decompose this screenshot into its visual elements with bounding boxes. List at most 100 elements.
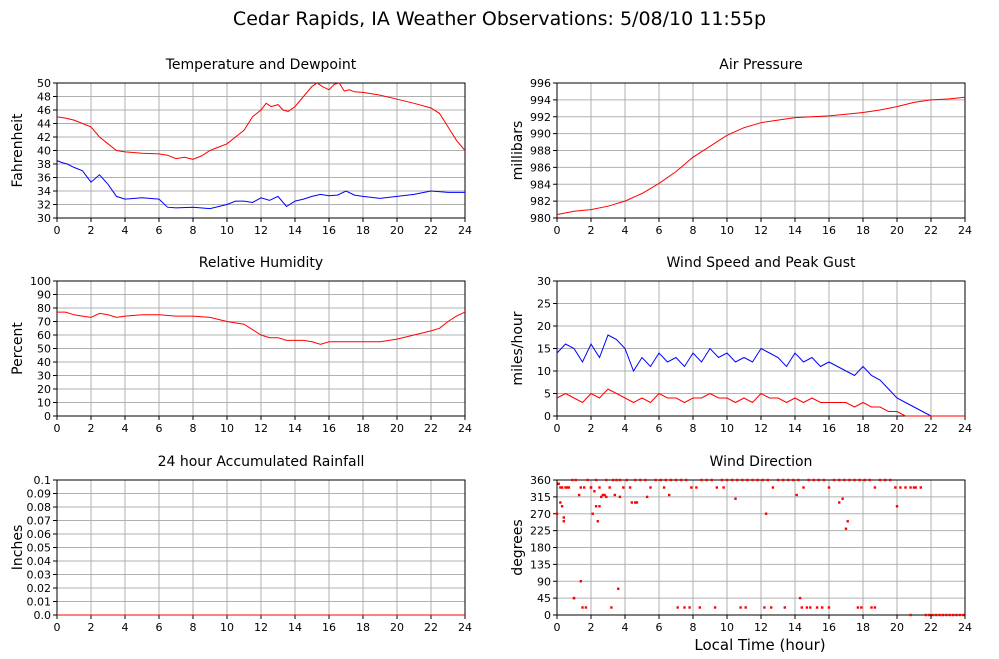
x-tick-label: 2 bbox=[588, 621, 595, 634]
y-tick-label: 30 bbox=[37, 370, 51, 383]
data-point bbox=[914, 486, 917, 489]
data-point bbox=[751, 478, 754, 482]
data-point bbox=[817, 478, 820, 482]
chart-title: Temperature and Dewpoint bbox=[165, 57, 357, 73]
y-axis-label: Inches bbox=[10, 525, 26, 570]
data-point bbox=[662, 486, 666, 489]
x-tick-label: 24 bbox=[458, 422, 472, 435]
y-axis-label: degrees bbox=[510, 519, 526, 575]
data-point bbox=[584, 606, 588, 609]
x-tick-label: 10 bbox=[720, 621, 734, 634]
data-point bbox=[618, 478, 622, 482]
y-tick-label: 50 bbox=[37, 343, 51, 356]
data-point bbox=[598, 505, 601, 508]
y-tick-label: 90 bbox=[37, 289, 51, 302]
y-tick-label: 180 bbox=[530, 542, 551, 555]
data-point bbox=[948, 613, 951, 617]
data-point bbox=[690, 486, 693, 489]
y-tick-label: 40 bbox=[37, 145, 51, 158]
data-point bbox=[562, 516, 565, 519]
data-point bbox=[608, 486, 611, 489]
data-point bbox=[567, 486, 571, 489]
data-point bbox=[860, 606, 863, 609]
x-tick-label: 14 bbox=[288, 621, 302, 634]
chart-title: Wind Direction bbox=[710, 454, 813, 470]
data-point bbox=[843, 478, 846, 482]
data-point bbox=[715, 486, 718, 489]
data-point bbox=[739, 606, 742, 609]
y-tick-label: 80 bbox=[37, 302, 51, 315]
y-tick-label: 36 bbox=[37, 172, 51, 185]
x-tick-label: 0 bbox=[554, 422, 561, 435]
data-point bbox=[807, 478, 810, 482]
data-point bbox=[645, 495, 649, 499]
data-point bbox=[941, 613, 945, 617]
x-tick-label: 22 bbox=[924, 422, 938, 435]
series-line bbox=[57, 311, 466, 345]
y-tick-label: 315 bbox=[530, 491, 551, 504]
x-tick-label: 10 bbox=[720, 224, 734, 237]
data-point bbox=[725, 478, 729, 482]
data-point bbox=[560, 505, 564, 508]
data-point bbox=[654, 478, 657, 482]
y-tick-label: 996 bbox=[530, 77, 551, 90]
x-tick-label: 2 bbox=[588, 224, 595, 237]
y-tick-label: 38 bbox=[37, 158, 51, 171]
y-tick-label: 0.09 bbox=[27, 488, 52, 501]
data-point bbox=[639, 478, 642, 482]
x-tick-label: 8 bbox=[190, 422, 197, 435]
y-tick-label: 20 bbox=[37, 383, 51, 396]
data-point bbox=[792, 478, 795, 482]
data-point bbox=[603, 493, 606, 497]
data-point bbox=[827, 486, 831, 489]
data-point bbox=[756, 478, 759, 482]
data-point bbox=[579, 580, 582, 583]
x-tick-label: 16 bbox=[822, 224, 836, 237]
data-point bbox=[894, 486, 897, 489]
y-tick-label: 48 bbox=[37, 91, 51, 104]
chart-title: Air Pressure bbox=[719, 57, 802, 73]
data-point bbox=[924, 613, 928, 617]
data-point bbox=[600, 495, 603, 499]
x-tick-label: 22 bbox=[424, 621, 438, 634]
data-point bbox=[909, 486, 912, 489]
x-tick-label: 16 bbox=[322, 224, 336, 237]
data-point bbox=[812, 478, 815, 482]
x-tick-label: 10 bbox=[220, 224, 234, 237]
x-tick-label: 8 bbox=[190, 224, 197, 237]
x-tick-label: 20 bbox=[390, 224, 404, 237]
x-tick-label: 6 bbox=[656, 422, 663, 435]
data-point bbox=[945, 613, 948, 617]
y-tick-label: 15 bbox=[537, 343, 551, 356]
data-point bbox=[685, 478, 688, 482]
data-point bbox=[705, 478, 708, 482]
data-point bbox=[557, 482, 560, 485]
data-point bbox=[571, 478, 574, 482]
y-tick-label: 0 bbox=[44, 410, 51, 423]
y-tick-label: 0.08 bbox=[27, 501, 52, 514]
data-point bbox=[853, 478, 856, 482]
data-point bbox=[858, 478, 861, 482]
y-tick-label: 994 bbox=[530, 94, 551, 107]
x-tick-label: 2 bbox=[588, 422, 595, 435]
y-tick-label: 0.07 bbox=[27, 515, 52, 528]
x-tick-label: 8 bbox=[190, 621, 197, 634]
y-tick-label: 0 bbox=[544, 609, 551, 622]
y-tick-label: 40 bbox=[37, 356, 51, 369]
chart-title: Relative Humidity bbox=[199, 255, 323, 271]
data-point bbox=[559, 501, 562, 504]
data-point bbox=[659, 478, 662, 482]
data-point bbox=[594, 505, 598, 508]
data-point bbox=[868, 478, 871, 482]
y-tick-label: 270 bbox=[530, 508, 551, 521]
data-point bbox=[700, 478, 703, 482]
data-point bbox=[846, 520, 849, 523]
data-point bbox=[821, 606, 824, 609]
x-tick-label: 4 bbox=[122, 224, 129, 237]
x-tick-label: 24 bbox=[458, 224, 472, 237]
y-tick-label: 44 bbox=[37, 118, 51, 131]
data-point bbox=[741, 478, 744, 482]
data-point bbox=[628, 486, 632, 489]
